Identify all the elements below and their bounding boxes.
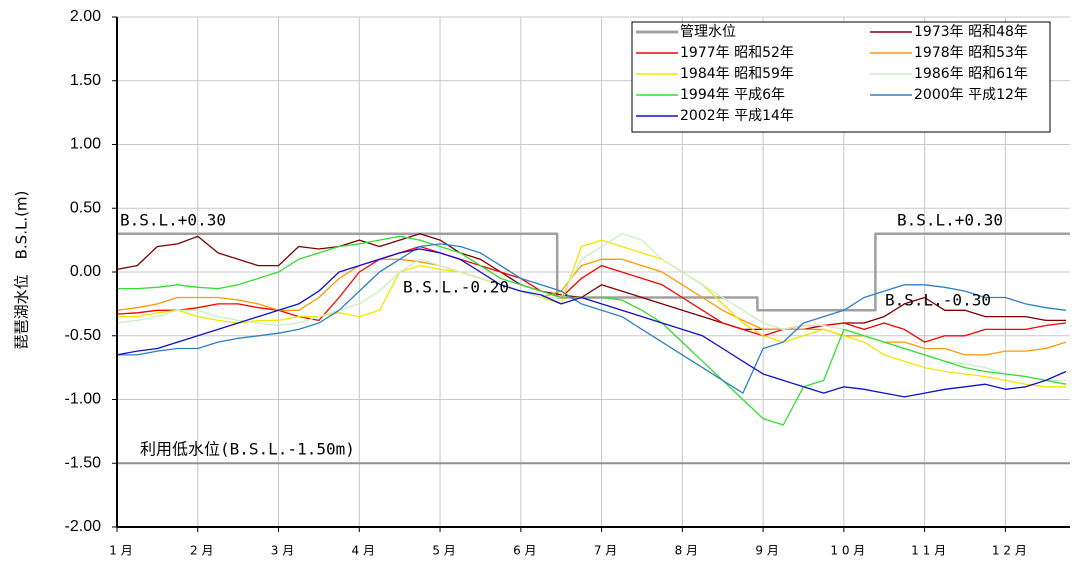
x-tick-label: 5 月: [432, 544, 455, 558]
legend-label: 1977年 昭和52年: [680, 45, 794, 61]
series-line: [117, 232, 1070, 312]
x-tick-label: 1 1 月: [911, 544, 946, 558]
legend-label: 2000年 平成12年: [914, 87, 1028, 103]
y-tick-label: -1.00: [65, 391, 102, 408]
x-tick-label: 1 0 月: [830, 544, 865, 558]
series-line: [116, 248, 1067, 398]
series-line: [117, 243, 1067, 394]
y-tick-label: 1.00: [70, 136, 101, 153]
y-tick-label: -2.00: [65, 518, 102, 535]
y-axis-label: 琵琶湖水位 B.S.L.(m): [13, 191, 31, 350]
annotation: B.S.L.+0.30: [897, 211, 1003, 230]
x-tick-label: 1 月: [109, 544, 132, 558]
legend-label: 1984年 昭和59年: [680, 66, 794, 82]
annotation: 利用低水位(B.S.L.-1.50m): [140, 440, 355, 459]
series-line: [116, 233, 1066, 331]
annotation: B.S.L.-0.30: [885, 291, 991, 310]
y-tick-label: 2.00: [70, 8, 101, 25]
x-tick-label: 2 月: [190, 544, 213, 558]
series-line: [116, 258, 1067, 356]
legend-label: 2002年 平成14年: [680, 108, 794, 124]
x-tick-label: 7 月: [594, 544, 617, 558]
annotation: B.S.L.+0.30: [120, 211, 226, 230]
x-tick-label: 4 月: [352, 544, 375, 558]
legend-label: 管理水位: [680, 24, 736, 40]
legend-label: 1973年 昭和48年: [914, 24, 1028, 40]
annotation: B.S.L.-0.20: [403, 278, 509, 297]
legend-label: 1978年 昭和53年: [914, 45, 1028, 61]
x-tick-label: 1 2 月: [992, 544, 1027, 558]
y-tick-label: 0.50: [70, 199, 101, 216]
legend-label: 1986年 昭和61年: [914, 66, 1028, 82]
y-tick-label: -0.50: [65, 327, 102, 344]
legend-box: [631, 21, 1051, 133]
x-tick-label: 8 月: [675, 544, 698, 558]
x-tick-label: 3 月: [271, 544, 294, 558]
legend-label: 1994年 平成6年: [680, 87, 785, 103]
series-line: [117, 239, 1066, 388]
y-tick-label: 0.00: [70, 263, 101, 280]
y-tick-label: 1.50: [70, 72, 101, 89]
y-tick-label: -1.50: [65, 454, 102, 471]
x-tick-label: 6 月: [513, 544, 536, 558]
x-tick-label: 9 月: [755, 544, 778, 558]
series-line: [117, 235, 1067, 426]
